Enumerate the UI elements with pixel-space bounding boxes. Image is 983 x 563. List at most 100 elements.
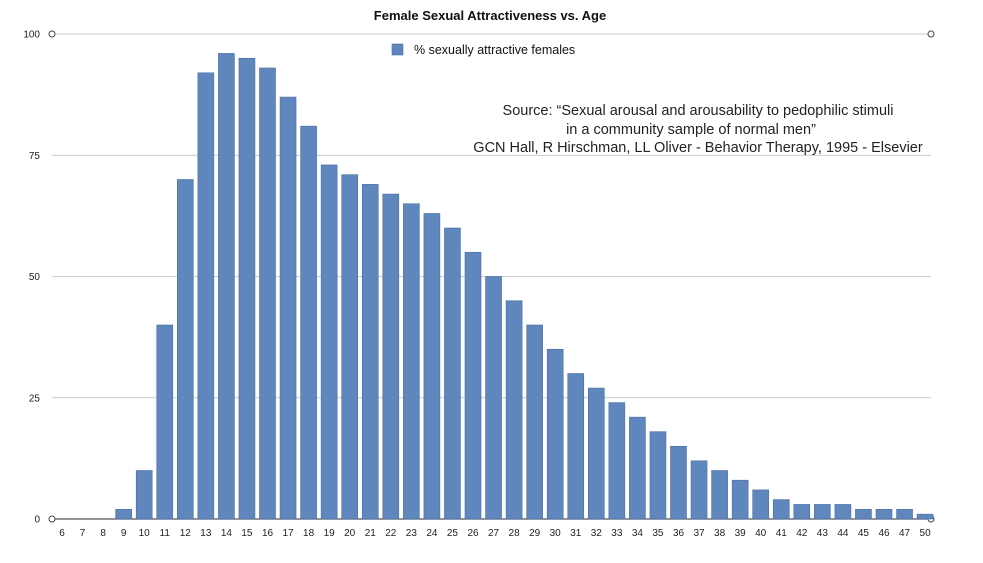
bars	[115, 53, 934, 520]
bar-age-47	[896, 508, 913, 520]
x-tick-label: 24	[426, 528, 438, 539]
bar-age-34	[629, 416, 646, 520]
bar-age-10	[135, 470, 153, 520]
x-tick-label: 50	[920, 528, 932, 539]
bar-age-42	[793, 504, 811, 520]
x-tick-label: 31	[570, 528, 582, 539]
bar-age-33	[608, 402, 626, 520]
source-annotation: Source: “Sexual arousal and arousability…	[473, 103, 923, 156]
bar-age-20	[341, 174, 359, 520]
x-tick-label: 34	[632, 528, 644, 539]
bar-age-43	[814, 504, 831, 520]
bar-age-15	[238, 57, 256, 520]
x-tick-label: 14	[221, 528, 233, 539]
bar-age-12	[177, 179, 194, 520]
x-tick-label: 8	[100, 528, 106, 539]
x-tick-label: 20	[344, 528, 356, 539]
x-tick-label: 28	[509, 528, 521, 539]
x-tick-label: 25	[447, 528, 459, 539]
bar-age-22	[382, 193, 400, 520]
bar-age-35	[649, 431, 667, 520]
bar-age-45	[855, 508, 872, 520]
x-axis-ticks: 6 7 8 9 10 11 12 13 14 15 16 17 18 19 20 21 22 23 24 25 26 27…	[59, 528, 931, 539]
x-tick-label: 41	[776, 528, 788, 539]
axis-end-cap	[927, 30, 935, 38]
x-tick-label: 45	[858, 528, 870, 539]
bar-age-26	[464, 251, 482, 520]
y-tick-label: 0	[34, 515, 40, 526]
bar-age-50	[916, 513, 934, 520]
x-tick-label: 23	[406, 528, 418, 539]
bar-age-41	[772, 499, 790, 520]
source-line-1: Source: “Sexual arousal and arousability…	[503, 103, 894, 119]
x-tick-label: 19	[324, 528, 336, 539]
bar-age-24	[423, 213, 441, 520]
x-tick-label: 38	[714, 528, 726, 539]
y-tick-label: 50	[29, 272, 41, 283]
x-tick-label: 6	[59, 528, 65, 539]
bar-age-36	[670, 445, 687, 520]
bar-age-14	[218, 53, 235, 520]
x-tick-label: 42	[796, 528, 808, 539]
x-tick-label: 27	[488, 528, 500, 539]
y-tick-label: 100	[23, 30, 40, 41]
bar-age-11	[156, 324, 174, 520]
x-tick-label: 13	[200, 528, 212, 539]
legend: % sexually attractive females	[391, 43, 575, 57]
x-tick-label: 32	[591, 528, 603, 539]
axis-end-cap	[48, 515, 56, 523]
x-tick-label: 9	[121, 528, 127, 539]
source-line-3: GCN Hall, R Hirschman, LL Oliver - Behav…	[473, 140, 923, 156]
x-tick-label: 16	[262, 528, 274, 539]
bar-age-37	[690, 460, 708, 520]
bar-age-25	[444, 227, 461, 520]
bar-age-44	[834, 504, 852, 520]
x-tick-label: 47	[899, 528, 911, 539]
bar-age-32	[587, 387, 605, 520]
bar-age-18	[300, 125, 317, 520]
bar-age-13	[197, 72, 215, 520]
x-tick-label: 12	[180, 528, 192, 539]
bar-age-31	[567, 373, 585, 520]
x-tick-label: 18	[303, 528, 315, 539]
x-tick-label: 36	[673, 528, 685, 539]
source-line-2: in a community sample of normal men”	[566, 122, 816, 138]
x-tick-label: 33	[611, 528, 623, 539]
y-axis-ticks: 0 25 50 75 100	[23, 30, 40, 526]
legend-label: % sexually attractive females	[414, 43, 575, 57]
x-tick-label: 29	[529, 528, 541, 539]
bar-age-29	[526, 324, 543, 520]
bar-age-38	[711, 470, 728, 520]
bar-age-40	[752, 489, 770, 520]
bar-age-23	[403, 203, 420, 520]
bar-age-16	[259, 67, 276, 520]
bar-age-17	[279, 96, 297, 520]
x-tick-label: 26	[467, 528, 479, 539]
bar-age-28	[505, 300, 523, 520]
axis-end-cap	[48, 30, 56, 38]
x-tick-label: 39	[735, 528, 747, 539]
legend-swatch	[391, 43, 404, 56]
chart-title: Female Sexual Attractiveness vs. Age	[374, 8, 606, 23]
x-tick-label: 17	[282, 528, 294, 539]
x-tick-label: 40	[755, 528, 767, 539]
x-tick-label: 15	[241, 528, 253, 539]
x-tick-label: 35	[652, 528, 664, 539]
x-tick-label: 11	[160, 528, 171, 539]
y-tick-label: 25	[29, 393, 41, 404]
x-tick-label: 7	[80, 528, 86, 539]
bar-age-9	[115, 508, 132, 520]
x-tick-label: 10	[139, 528, 151, 539]
bar-age-21	[361, 184, 379, 520]
bar-age-46	[875, 508, 893, 520]
x-tick-label: 37	[693, 528, 705, 539]
bar-age-27	[485, 276, 502, 520]
x-tick-label: 21	[365, 528, 377, 539]
x-tick-label: 43	[817, 528, 829, 539]
bar-age-19	[320, 164, 338, 520]
x-tick-label: 46	[878, 528, 890, 539]
bar-age-30	[546, 348, 564, 520]
x-tick-label: 30	[550, 528, 562, 539]
bar-age-39	[731, 479, 749, 520]
